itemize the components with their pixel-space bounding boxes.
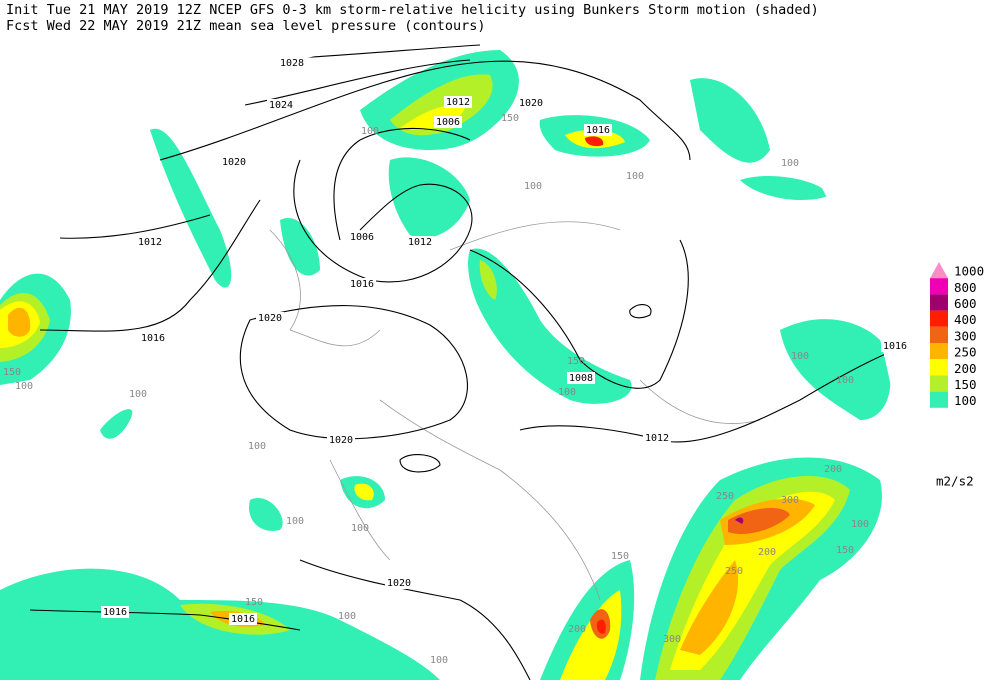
contour-label: 1020 xyxy=(258,313,282,324)
contour-label: 1012 xyxy=(408,237,432,248)
shading xyxy=(0,50,891,680)
shade-label: 150 xyxy=(501,113,519,124)
shade-label: 100 xyxy=(851,519,869,530)
isobars xyxy=(29,44,910,680)
legend-label: 200 xyxy=(954,361,977,376)
contour-label: 1016 xyxy=(141,333,165,344)
label-bg xyxy=(348,278,376,290)
shade-label: 150 xyxy=(567,356,585,367)
shade-label: 150 xyxy=(245,597,263,608)
label-bg xyxy=(385,577,413,589)
shade-label: 100 xyxy=(338,611,356,622)
contour-label: 1012 xyxy=(446,97,470,108)
legend-swatch xyxy=(930,310,948,327)
shade-label: 200 xyxy=(824,464,842,475)
shade-label: 250 xyxy=(716,491,734,502)
label-bg xyxy=(327,434,355,446)
coastlines xyxy=(269,221,761,601)
contour-label: 1024 xyxy=(269,100,293,111)
contour-label: 1008 xyxy=(569,373,593,384)
contour-label: 1016 xyxy=(586,125,610,136)
label-bg xyxy=(139,332,167,344)
header-line: Init Tue 21 MAY 2019 12Z NCEP GFS 0-3 km… xyxy=(6,2,819,18)
legend-swatch xyxy=(930,294,948,311)
shade-label: 300 xyxy=(663,634,681,645)
label-bg xyxy=(267,99,295,111)
contour-label: 1016 xyxy=(103,607,127,618)
shade-label: 100 xyxy=(248,441,266,452)
label-bg xyxy=(584,124,612,136)
contour-label: 1016 xyxy=(350,279,374,290)
legend-swatch xyxy=(930,262,948,279)
contour-label: 1016 xyxy=(883,341,907,352)
shade-label: 300 xyxy=(781,495,799,506)
label-bg xyxy=(256,312,284,324)
shade-label: 150 xyxy=(3,367,21,378)
label-bg xyxy=(444,96,472,108)
label-bg xyxy=(517,97,545,109)
shade-label: 100 xyxy=(286,516,304,527)
contour-label: 1006 xyxy=(436,117,460,128)
shade-label: 150 xyxy=(611,551,629,562)
contour-labels: 1028 1024 1020 1012 1016 1020 1020 1016 1006 1012… xyxy=(101,57,909,625)
label-bg xyxy=(567,372,595,384)
label-bg xyxy=(881,340,909,352)
legend-swatch xyxy=(930,343,948,360)
shade-label: 100 xyxy=(430,655,448,666)
legend-label: 100 xyxy=(954,393,977,408)
label-bg xyxy=(406,236,434,248)
shade-label: 100 xyxy=(524,181,542,192)
legend-label: 300 xyxy=(954,328,977,343)
shade-label: 250 xyxy=(725,566,743,577)
contour-label: 1020 xyxy=(387,578,411,589)
legend-swatch xyxy=(930,326,948,343)
label-bg xyxy=(278,57,306,69)
legend-label: 250 xyxy=(954,345,977,360)
legend-swatch xyxy=(930,391,948,408)
legend-label: 150 xyxy=(954,377,977,392)
shade-label: 100 xyxy=(351,523,369,534)
legend-label: 600 xyxy=(954,296,977,311)
shade-label: 100 xyxy=(558,387,576,398)
legend-label: 1000 xyxy=(954,264,984,279)
contour-label: 1016 xyxy=(231,614,255,625)
contour-label: 1028 xyxy=(280,58,304,69)
label-bg xyxy=(434,116,462,128)
contour-label: 1020 xyxy=(329,435,353,446)
contour-label: 1006 xyxy=(350,232,374,243)
label-bg xyxy=(220,156,248,168)
shade-label: 150 xyxy=(836,545,854,556)
legend-swatch xyxy=(930,278,948,295)
header-line: Fcst Wed 22 MAY 2019 21Z mean sea level … xyxy=(6,18,486,34)
label-bg xyxy=(136,236,164,248)
shade-labels: 100 150 200 300 250 200 250 200 300 150 100 100 100 1… xyxy=(3,113,869,666)
shade-label: 200 xyxy=(758,547,776,558)
legend-label: 400 xyxy=(954,312,977,327)
label-bg xyxy=(229,613,257,625)
shade-label: 100 xyxy=(129,389,147,400)
shade-label: 100 xyxy=(781,158,799,169)
contour-label: 1020 xyxy=(222,157,246,168)
shade-label: 100 xyxy=(15,381,33,392)
label-bg xyxy=(348,231,376,243)
shade-label: 100 xyxy=(791,351,809,362)
map-area xyxy=(0,44,910,680)
shade-label: 200 xyxy=(568,624,586,635)
label-bg xyxy=(643,432,671,444)
contour-label: 1020 xyxy=(519,98,543,109)
shade-label: 100 xyxy=(836,375,854,386)
contour-label: 1012 xyxy=(138,237,162,248)
shade-label: 100 xyxy=(361,126,379,137)
legend-unit: m2/s2 xyxy=(936,474,974,489)
legend-swatch xyxy=(930,359,948,376)
legend-swatch xyxy=(930,375,948,392)
legend-label: 800 xyxy=(954,280,977,295)
contour-label: 1012 xyxy=(645,433,669,444)
label-bg xyxy=(101,606,129,618)
shade-label: 100 xyxy=(626,171,644,182)
